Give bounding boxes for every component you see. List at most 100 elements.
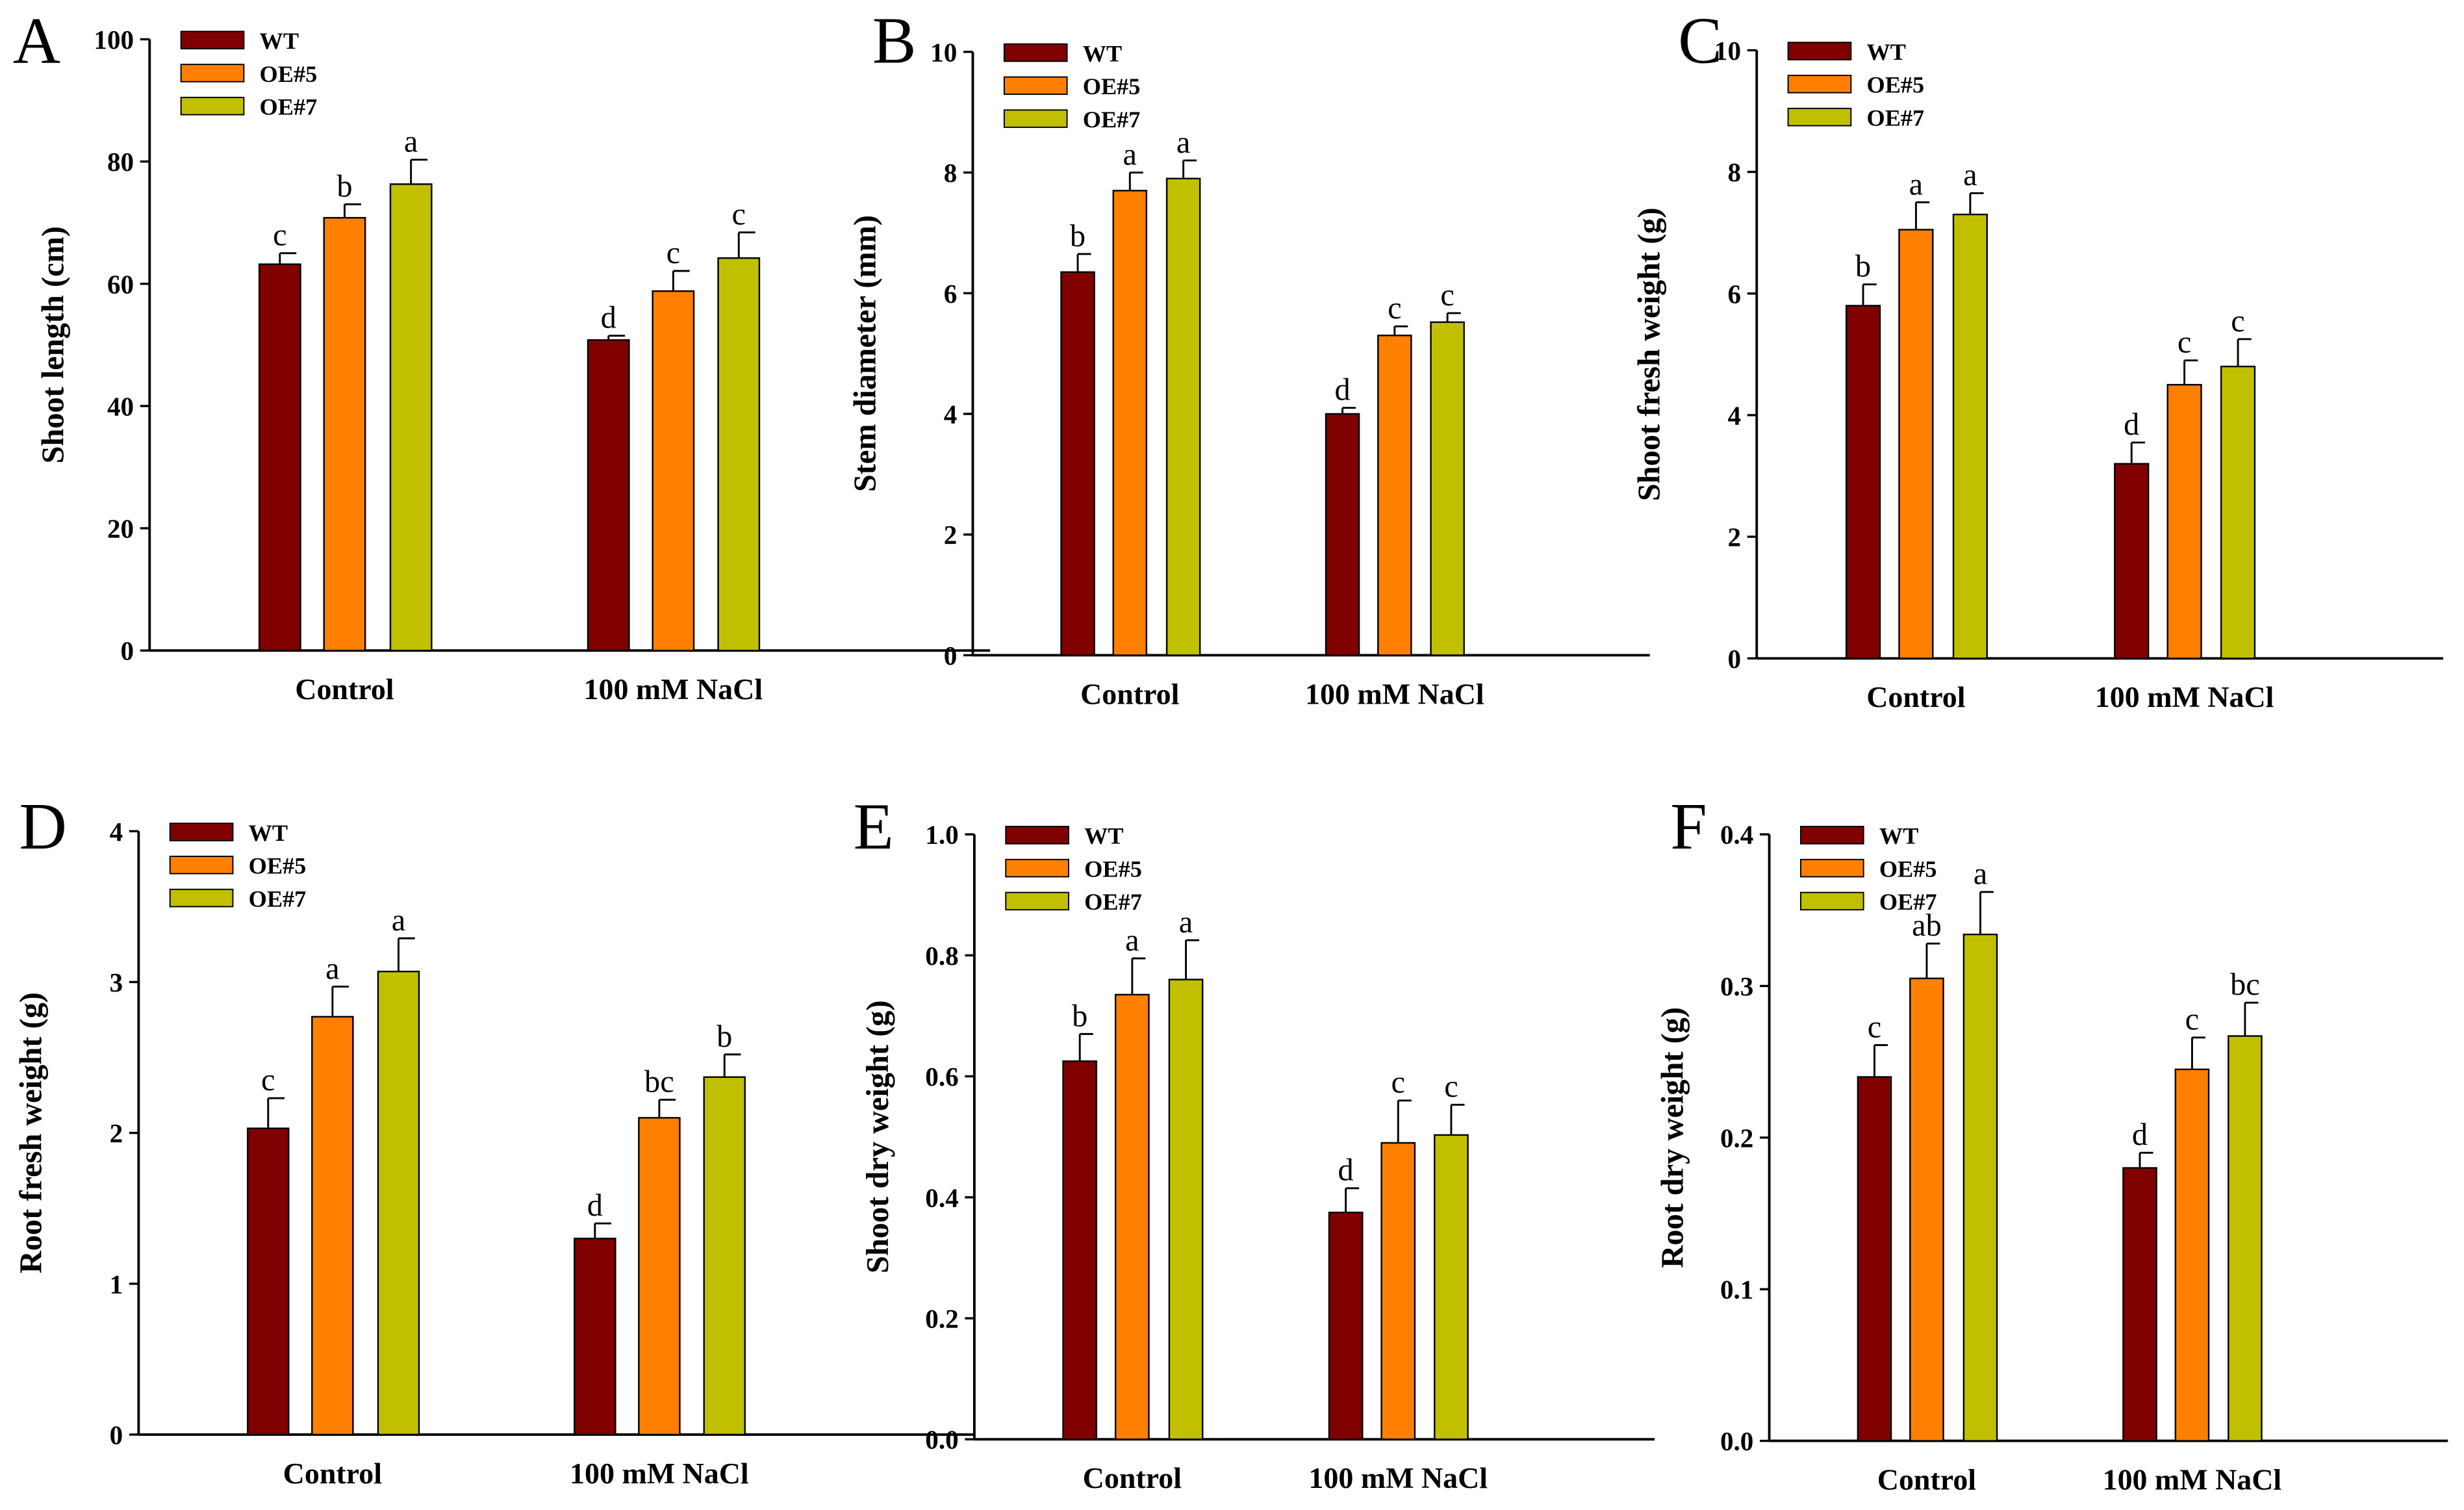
y-tick-label: 0.8: [925, 941, 958, 971]
legend-swatch: [169, 856, 234, 875]
y-tick-label: 10: [930, 37, 957, 67]
significance-letter: bc: [2230, 967, 2260, 1002]
significance-letter: d: [1338, 1153, 1354, 1188]
significance-letter: a: [1176, 125, 1190, 160]
significance-letter: b: [1855, 250, 1871, 284]
y-tick-label: 4: [944, 399, 958, 429]
bar-oe7: [1962, 933, 1998, 1442]
bar-oe5: [323, 216, 366, 652]
y-tick-label: 0: [121, 636, 134, 666]
x-category-label: Control: [1083, 1461, 1182, 1494]
significance-letter: ab: [1912, 908, 1942, 943]
y-tick-label: 8: [1727, 157, 1741, 187]
panel-letter: A: [13, 4, 60, 77]
legend-label: OE#7: [1084, 889, 1142, 915]
y-tick-label: 1: [110, 1269, 123, 1299]
significance-letter: b: [1072, 999, 1087, 1033]
bar-oe5: [638, 1117, 681, 1436]
y-axis-label: Root dry weight (g): [1656, 1007, 1690, 1268]
significance-letter: d: [1334, 373, 1350, 407]
legend-swatch: [1787, 42, 1852, 60]
y-tick-label: 0.6: [925, 1062, 958, 1092]
significance-letter: a: [392, 903, 405, 938]
legend-swatch: [1005, 858, 1069, 878]
y-tick-label: 100: [94, 25, 134, 55]
y-tick-label: 0: [1727, 644, 1741, 674]
significance-letter: b: [1070, 219, 1086, 253]
bar-oe7: [2228, 1035, 2263, 1442]
legend-swatch: [180, 96, 245, 116]
y-tick-label: 80: [107, 147, 134, 177]
bar-wt: [1060, 271, 1095, 656]
legend-label: OE#7: [1083, 107, 1141, 133]
significance-letter: d: [2132, 1118, 2148, 1152]
bar-wt: [2114, 463, 2150, 659]
significance-letter: a: [1909, 167, 1923, 201]
legend-swatch: [1799, 891, 1864, 911]
bar-wt: [1328, 1211, 1364, 1440]
y-tick-label: 2: [110, 1118, 123, 1148]
y-axis-label: Stem diameter (mm): [848, 215, 883, 492]
legend-swatch: [1005, 826, 1069, 845]
y-tick-label: 60: [107, 269, 134, 299]
panel-d: D 0 1 2 3 4 Root fresh weight (g) Control 100 mM…: [14, 789, 974, 1490]
significance-letter: a: [1963, 158, 1977, 192]
significance-letter: a: [325, 951, 339, 986]
legend-label: WT: [1879, 823, 1918, 849]
legend-swatch: [169, 888, 234, 908]
significance-letter: c: [2178, 326, 2191, 360]
y-tick-label: 4: [110, 817, 123, 847]
bar-oe7: [1168, 979, 1204, 1440]
panel-c: C 0 2 4 6 8 10 Shoot fresh weight (g) Control 100…: [1632, 4, 2444, 713]
bar-wt: [1845, 305, 1881, 659]
y-tick-label: 2: [1727, 522, 1741, 552]
x-category-label: 100 mM NaCl: [570, 1457, 749, 1490]
significance-letter: a: [1974, 857, 1987, 891]
y-tick-label: 0.2: [1720, 1123, 1753, 1153]
significance-letter: c: [261, 1063, 275, 1097]
legend-label: OE#7: [260, 94, 318, 120]
y-tick-label: 0: [110, 1420, 123, 1450]
significance-letter: a: [1123, 137, 1137, 172]
bar-oe7: [1952, 213, 1988, 659]
bar-oe5: [1909, 977, 1944, 1442]
legend-swatch: [1787, 107, 1852, 127]
y-tick-label: 6: [944, 279, 958, 309]
legend-label: OE#7: [249, 886, 307, 912]
panel-letter: D: [19, 789, 67, 863]
significance-letter: d: [587, 1188, 603, 1223]
legend-label: OE#7: [1879, 889, 1937, 915]
significance-letter: c: [1444, 1069, 1458, 1104]
legend-swatch: [180, 31, 245, 49]
significance-letter: a: [1125, 923, 1139, 958]
bar-oe5: [1114, 993, 1150, 1440]
y-tick-label: 4: [1727, 400, 1741, 430]
panel-letter: B: [872, 4, 917, 77]
x-category-label: 100 mM NaCl: [2095, 680, 2274, 713]
bar-oe5: [2174, 1068, 2210, 1442]
legend-label: OE#5: [1866, 72, 1924, 98]
y-tick-label: 10: [1714, 36, 1741, 66]
bar-oe7: [377, 970, 420, 1436]
y-tick-label: 2: [944, 520, 958, 550]
y-axis-label: Root fresh weight (g): [14, 992, 48, 1273]
significance-letter: c: [1388, 291, 1401, 326]
panel-f: F 0.0 0.1 0.2 0.3 0.4 Root dry weight (g) Contr…: [1656, 789, 2448, 1496]
y-axis-label: Shoot fresh weight (g): [1632, 207, 1666, 501]
y-axis-label: Shoot length (cm): [36, 226, 70, 463]
legend-label: WT: [249, 820, 288, 846]
bar-oe5: [1380, 1142, 1416, 1440]
panel-letter: F: [1670, 789, 1707, 863]
legend-label: OE#5: [1879, 856, 1937, 882]
legend-swatch: [180, 64, 245, 83]
x-category-label: 100 mM NaCl: [1305, 677, 1484, 710]
y-tick-label: 0.3: [1720, 971, 1753, 1001]
bar-oe5: [1377, 335, 1412, 656]
legend-label: WT: [1866, 39, 1905, 65]
y-tick-label: 40: [107, 391, 134, 421]
legend-label: OE#5: [1084, 856, 1142, 882]
significance-letter: b: [717, 1019, 732, 1054]
significance-letter: c: [731, 198, 745, 232]
legend-swatch: [1005, 891, 1069, 911]
legend-swatch: [169, 823, 234, 841]
